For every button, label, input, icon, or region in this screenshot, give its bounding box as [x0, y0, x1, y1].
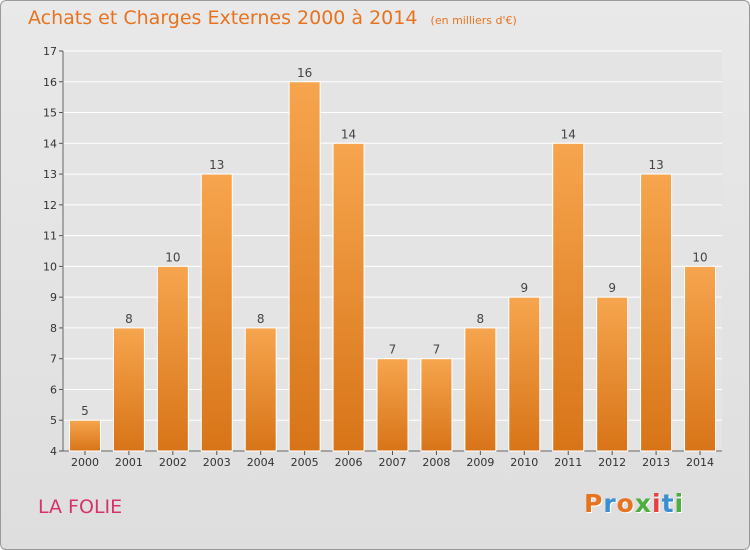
logo-letter: o — [616, 489, 635, 518]
y-tick-label: 13 — [43, 168, 57, 181]
bar — [640, 173, 673, 452]
data-label: 13 — [648, 158, 663, 172]
x-tick-label: 2010 — [510, 456, 538, 469]
x-tick-label: 2004 — [247, 456, 275, 469]
logo-letter: x — [634, 489, 652, 518]
data-label: 8 — [477, 312, 485, 326]
y-tick-label: 15 — [43, 107, 57, 120]
chart-title: Achats et Charges Externes 2000 à 2014 — [28, 7, 418, 29]
logo-letter: P — [584, 489, 604, 518]
chart-subtitle: (en milliers d'€) — [430, 14, 517, 27]
bar — [596, 296, 629, 452]
place-name: LA FOLIE — [38, 496, 123, 518]
x-tick-label: 2013 — [642, 456, 670, 469]
bar — [552, 142, 585, 452]
bar — [244, 327, 277, 452]
y-tick-label: 8 — [50, 322, 57, 335]
x-tick-label: 2009 — [466, 456, 494, 469]
bar — [376, 358, 409, 452]
y-tick-label: 12 — [43, 199, 57, 212]
data-label: 8 — [125, 312, 133, 326]
x-tick-label: 2006 — [335, 456, 363, 469]
proxiti-logo: Proxiti — [584, 489, 684, 518]
bar — [508, 296, 541, 452]
bar — [464, 327, 497, 452]
data-label: 14 — [341, 127, 356, 141]
y-tick-label: 10 — [43, 260, 57, 273]
logo-letter: t — [661, 489, 675, 518]
y-tick-label: 7 — [50, 353, 57, 366]
x-tick-label: 2008 — [422, 456, 450, 469]
data-label: 9 — [608, 281, 616, 295]
logo-letter: i — [674, 489, 685, 518]
data-label: 7 — [389, 343, 397, 357]
bar — [332, 142, 365, 452]
title-row: Achats et Charges Externes 2000 à 2014 (… — [28, 7, 517, 29]
y-tick-label: 14 — [43, 137, 57, 150]
data-label: 8 — [257, 312, 265, 326]
bar — [200, 173, 233, 452]
x-tick-label: 2014 — [686, 456, 714, 469]
bar — [684, 265, 717, 452]
data-label: 16 — [297, 66, 312, 80]
x-tick-label: 2002 — [159, 456, 187, 469]
x-tick-label: 2000 — [71, 456, 99, 469]
y-tick-label: 6 — [50, 383, 57, 396]
logo-letter: r — [603, 489, 617, 518]
data-label: 14 — [561, 127, 576, 141]
y-tick-label: 16 — [43, 76, 57, 89]
x-tick-label: 2001 — [115, 456, 143, 469]
x-tick-label: 2011 — [554, 456, 582, 469]
y-tick-label: 11 — [43, 230, 57, 243]
y-tick-label: 9 — [50, 291, 57, 304]
y-tick-label: 17 — [43, 45, 57, 58]
bar — [112, 327, 145, 452]
y-tick-label: 5 — [50, 414, 57, 427]
data-label: 7 — [433, 343, 441, 357]
data-label: 10 — [692, 250, 707, 264]
data-label: 9 — [520, 281, 528, 295]
bar — [288, 81, 321, 452]
x-tick-label: 2007 — [379, 456, 407, 469]
logo-letter: i — [652, 489, 662, 518]
bar — [156, 265, 189, 452]
data-label: 13 — [209, 158, 224, 172]
x-tick-label: 2005 — [291, 456, 319, 469]
data-label: 5 — [81, 404, 89, 418]
y-tick-label: 4 — [50, 445, 57, 458]
x-tick-label: 2012 — [598, 456, 626, 469]
x-tick-label: 2003 — [203, 456, 231, 469]
bar — [420, 358, 453, 452]
data-label: 10 — [165, 250, 180, 264]
bar — [68, 419, 101, 452]
